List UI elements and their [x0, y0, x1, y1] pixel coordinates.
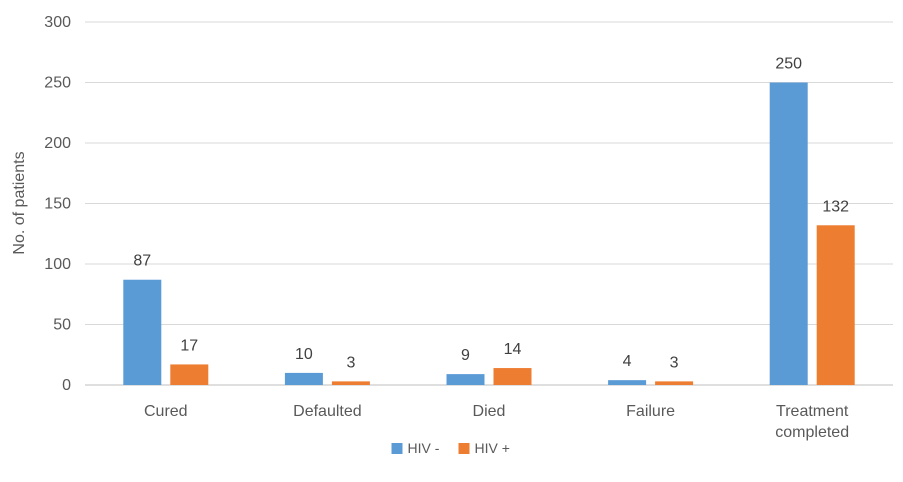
y-tick-label: 0	[62, 377, 71, 394]
legend-label: HIV +	[475, 440, 510, 456]
legend: HIV - HIV +	[391, 440, 510, 456]
bar	[816, 225, 855, 385]
x-category-label: Defaulted	[293, 403, 362, 420]
bars	[123, 82, 855, 385]
x-category-label: Failure	[626, 403, 675, 420]
legend-swatch	[458, 443, 470, 454]
data-label: 4	[623, 353, 632, 370]
y-tick-label: 250	[44, 75, 71, 92]
y-tick-label: 150	[44, 196, 71, 213]
y-axis-ticks: 0 50 100 150 200 250 300	[44, 14, 71, 394]
bar	[284, 372, 323, 385]
y-tick-label: 300	[44, 14, 71, 31]
data-label: 14	[504, 341, 522, 358]
bar	[769, 82, 808, 385]
x-category-label: Cured	[144, 403, 188, 420]
bar	[446, 374, 485, 385]
data-label: 87	[133, 253, 151, 270]
bar	[331, 381, 370, 385]
y-axis-title: No. of patients	[11, 151, 28, 254]
bar	[608, 380, 647, 385]
data-label: 250	[775, 56, 802, 73]
y-tick-label: 200	[44, 135, 71, 152]
bar	[655, 381, 694, 385]
legend-label: HIV -	[408, 440, 440, 456]
legend-swatch	[391, 443, 403, 454]
data-label: 3	[670, 354, 679, 371]
y-tick-label: 100	[44, 256, 71, 273]
x-category-label: Died	[473, 403, 506, 420]
data-labels: 87 17 10 3 9 14 4 3 250 132	[133, 56, 849, 372]
data-label: 10	[295, 346, 313, 363]
bar	[493, 368, 532, 385]
x-category-label: Treatment completed	[775, 403, 849, 441]
bar	[170, 364, 209, 385]
gridlines	[85, 21, 893, 386]
data-label: 9	[461, 347, 470, 364]
data-label: 17	[180, 337, 198, 354]
data-label: 132	[822, 198, 849, 215]
x-axis-categories: Cured Defaulted Died Failure Treatment comple…	[144, 403, 849, 441]
data-label: 3	[346, 354, 355, 371]
bar	[123, 279, 162, 385]
y-tick-label: 50	[53, 317, 71, 334]
